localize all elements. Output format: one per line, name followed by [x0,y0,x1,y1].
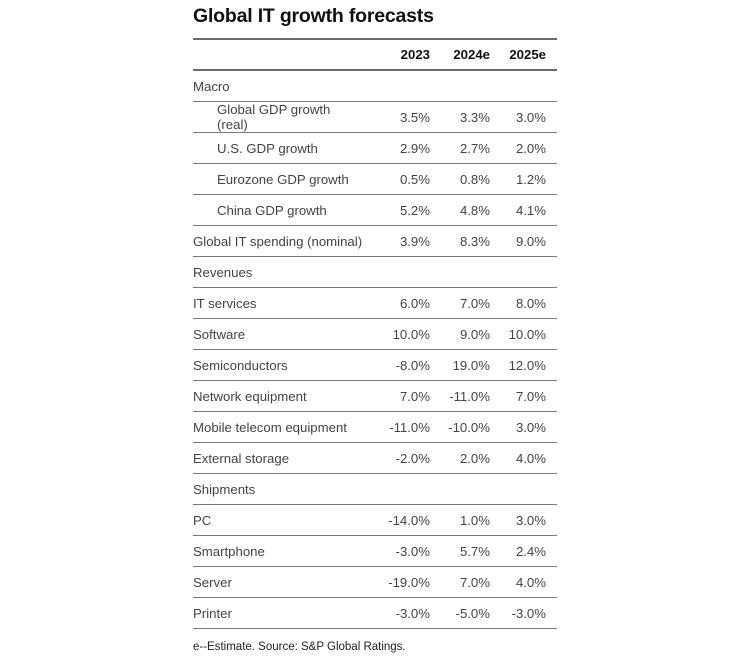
cell-value: 2.9% [363,132,430,164]
table-row: U.S. GDP growth 2.9% 2.7% 2.0% [193,132,557,164]
row-label: Software [193,318,363,350]
cell-value: 3.0% [490,411,557,443]
cell-value: -8.0% [363,349,430,381]
section-label: Shipments [193,473,557,505]
cell-value: 7.0% [430,287,490,319]
table-title: Global IT growth forecasts [193,5,434,27]
table-row: PC -14.0% 1.0% 3.0% [193,504,557,536]
row-label: PC [193,504,363,536]
section-row: Macro [193,70,557,102]
cell-value: 6.0% [363,287,430,319]
cell-value: -10.0% [430,411,490,443]
section-label: Revenues [193,256,557,288]
cell-value: 5.7% [430,535,490,567]
cell-value: 2.0% [430,442,490,474]
header-row: 2023 2024e 2025e [193,38,557,71]
cell-value: 9.0% [430,318,490,350]
column-header-2025e: 2025e [490,38,557,71]
column-header-2023: 2023 [363,38,430,71]
cell-value: -5.0% [430,597,490,629]
cell-value: 1.2% [490,163,557,195]
row-label: Network equipment [193,380,363,412]
column-header-2024e: 2024e [430,38,490,71]
cell-value: 8.0% [490,287,557,319]
table-body: Macro Global GDP growth (real) 3.5% 3.3% 3.0… [193,70,557,629]
cell-value: 3.9% [363,225,430,257]
cell-value: 5.2% [363,194,430,226]
row-label: Printer [193,597,363,629]
footnote: e--Estimate. Source: S&P Global Ratings. [193,641,406,653]
section-row: Shipments [193,473,557,505]
forecast-table: 2023 2024e 2025e Macro Global GDP growth … [193,38,557,629]
cell-value: -14.0% [363,504,430,536]
cell-value: 2.7% [430,132,490,164]
table-row: Network equipment 7.0% -11.0% 7.0% [193,380,557,412]
cell-value: 1.0% [430,504,490,536]
cell-value: 10.0% [363,318,430,350]
cell-value: 10.0% [490,318,557,350]
table-row: Global IT spending (nominal) 3.9% 8.3% 9.0% [193,225,557,257]
cell-value: 7.0% [363,380,430,412]
cell-value: 3.0% [490,504,557,536]
cell-value: 9.0% [490,225,557,257]
forecast-table-figure: Global IT growth forecasts 2023 2024e 20… [193,0,557,653]
row-label: Smartphone [193,535,363,567]
row-label: Mobile telecom equipment [193,411,363,443]
cell-value: 19.0% [430,349,490,381]
cell-value: 2.4% [490,535,557,567]
table-row: Printer -3.0% -5.0% -3.0% [193,597,557,629]
section-row: Revenues [193,256,557,288]
table-row: Smartphone -3.0% 5.7% 2.4% [193,535,557,567]
cell-value: 7.0% [490,380,557,412]
table-row: Eurozone GDP growth 0.5% 0.8% 1.2% [193,163,557,195]
table-row: External storage -2.0% 2.0% 4.0% [193,442,557,474]
cell-value: 4.0% [490,566,557,598]
cell-value: 8.3% [430,225,490,257]
cell-value: 12.0% [490,349,557,381]
table-row: Global GDP growth (real) 3.5% 3.3% 3.0% [193,101,557,133]
cell-value: 4.8% [430,194,490,226]
row-label: Semiconductors [193,349,363,381]
cell-value: 3.0% [490,101,557,133]
table-row: Mobile telecom equipment -11.0% -10.0% 3.0% [193,411,557,443]
cell-value: -3.0% [490,597,557,629]
cell-value: -3.0% [363,535,430,567]
cell-value: -11.0% [430,380,490,412]
cell-value: -2.0% [363,442,430,474]
cell-value: 4.1% [490,194,557,226]
cell-value: 4.0% [490,442,557,474]
column-header-label [193,38,363,71]
table-row: IT services 6.0% 7.0% 8.0% [193,287,557,319]
row-label: U.S. GDP growth [193,132,363,164]
section-label: Macro [193,70,557,102]
cell-value: -11.0% [363,411,430,443]
cell-value: 2.0% [490,132,557,164]
row-label: Eurozone GDP growth [193,163,363,195]
cell-value: 0.5% [363,163,430,195]
cell-value: 3.3% [430,101,490,133]
row-label: IT services [193,287,363,319]
table-row: Semiconductors -8.0% 19.0% 12.0% [193,349,557,381]
table-row: China GDP growth 5.2% 4.8% 4.1% [193,194,557,226]
table-row: Software 10.0% 9.0% 10.0% [193,318,557,350]
cell-value: -3.0% [363,597,430,629]
cell-value: -19.0% [363,566,430,598]
table-row: Server -19.0% 7.0% 4.0% [193,566,557,598]
row-label: Global IT spending (nominal) [193,225,363,257]
cell-value: 3.5% [363,101,430,133]
row-label: Global GDP growth (real) [193,101,363,133]
row-label: Server [193,566,363,598]
row-label: China GDP growth [193,194,363,226]
cell-value: 0.8% [430,163,490,195]
row-label: External storage [193,442,363,474]
cell-value: 7.0% [430,566,490,598]
